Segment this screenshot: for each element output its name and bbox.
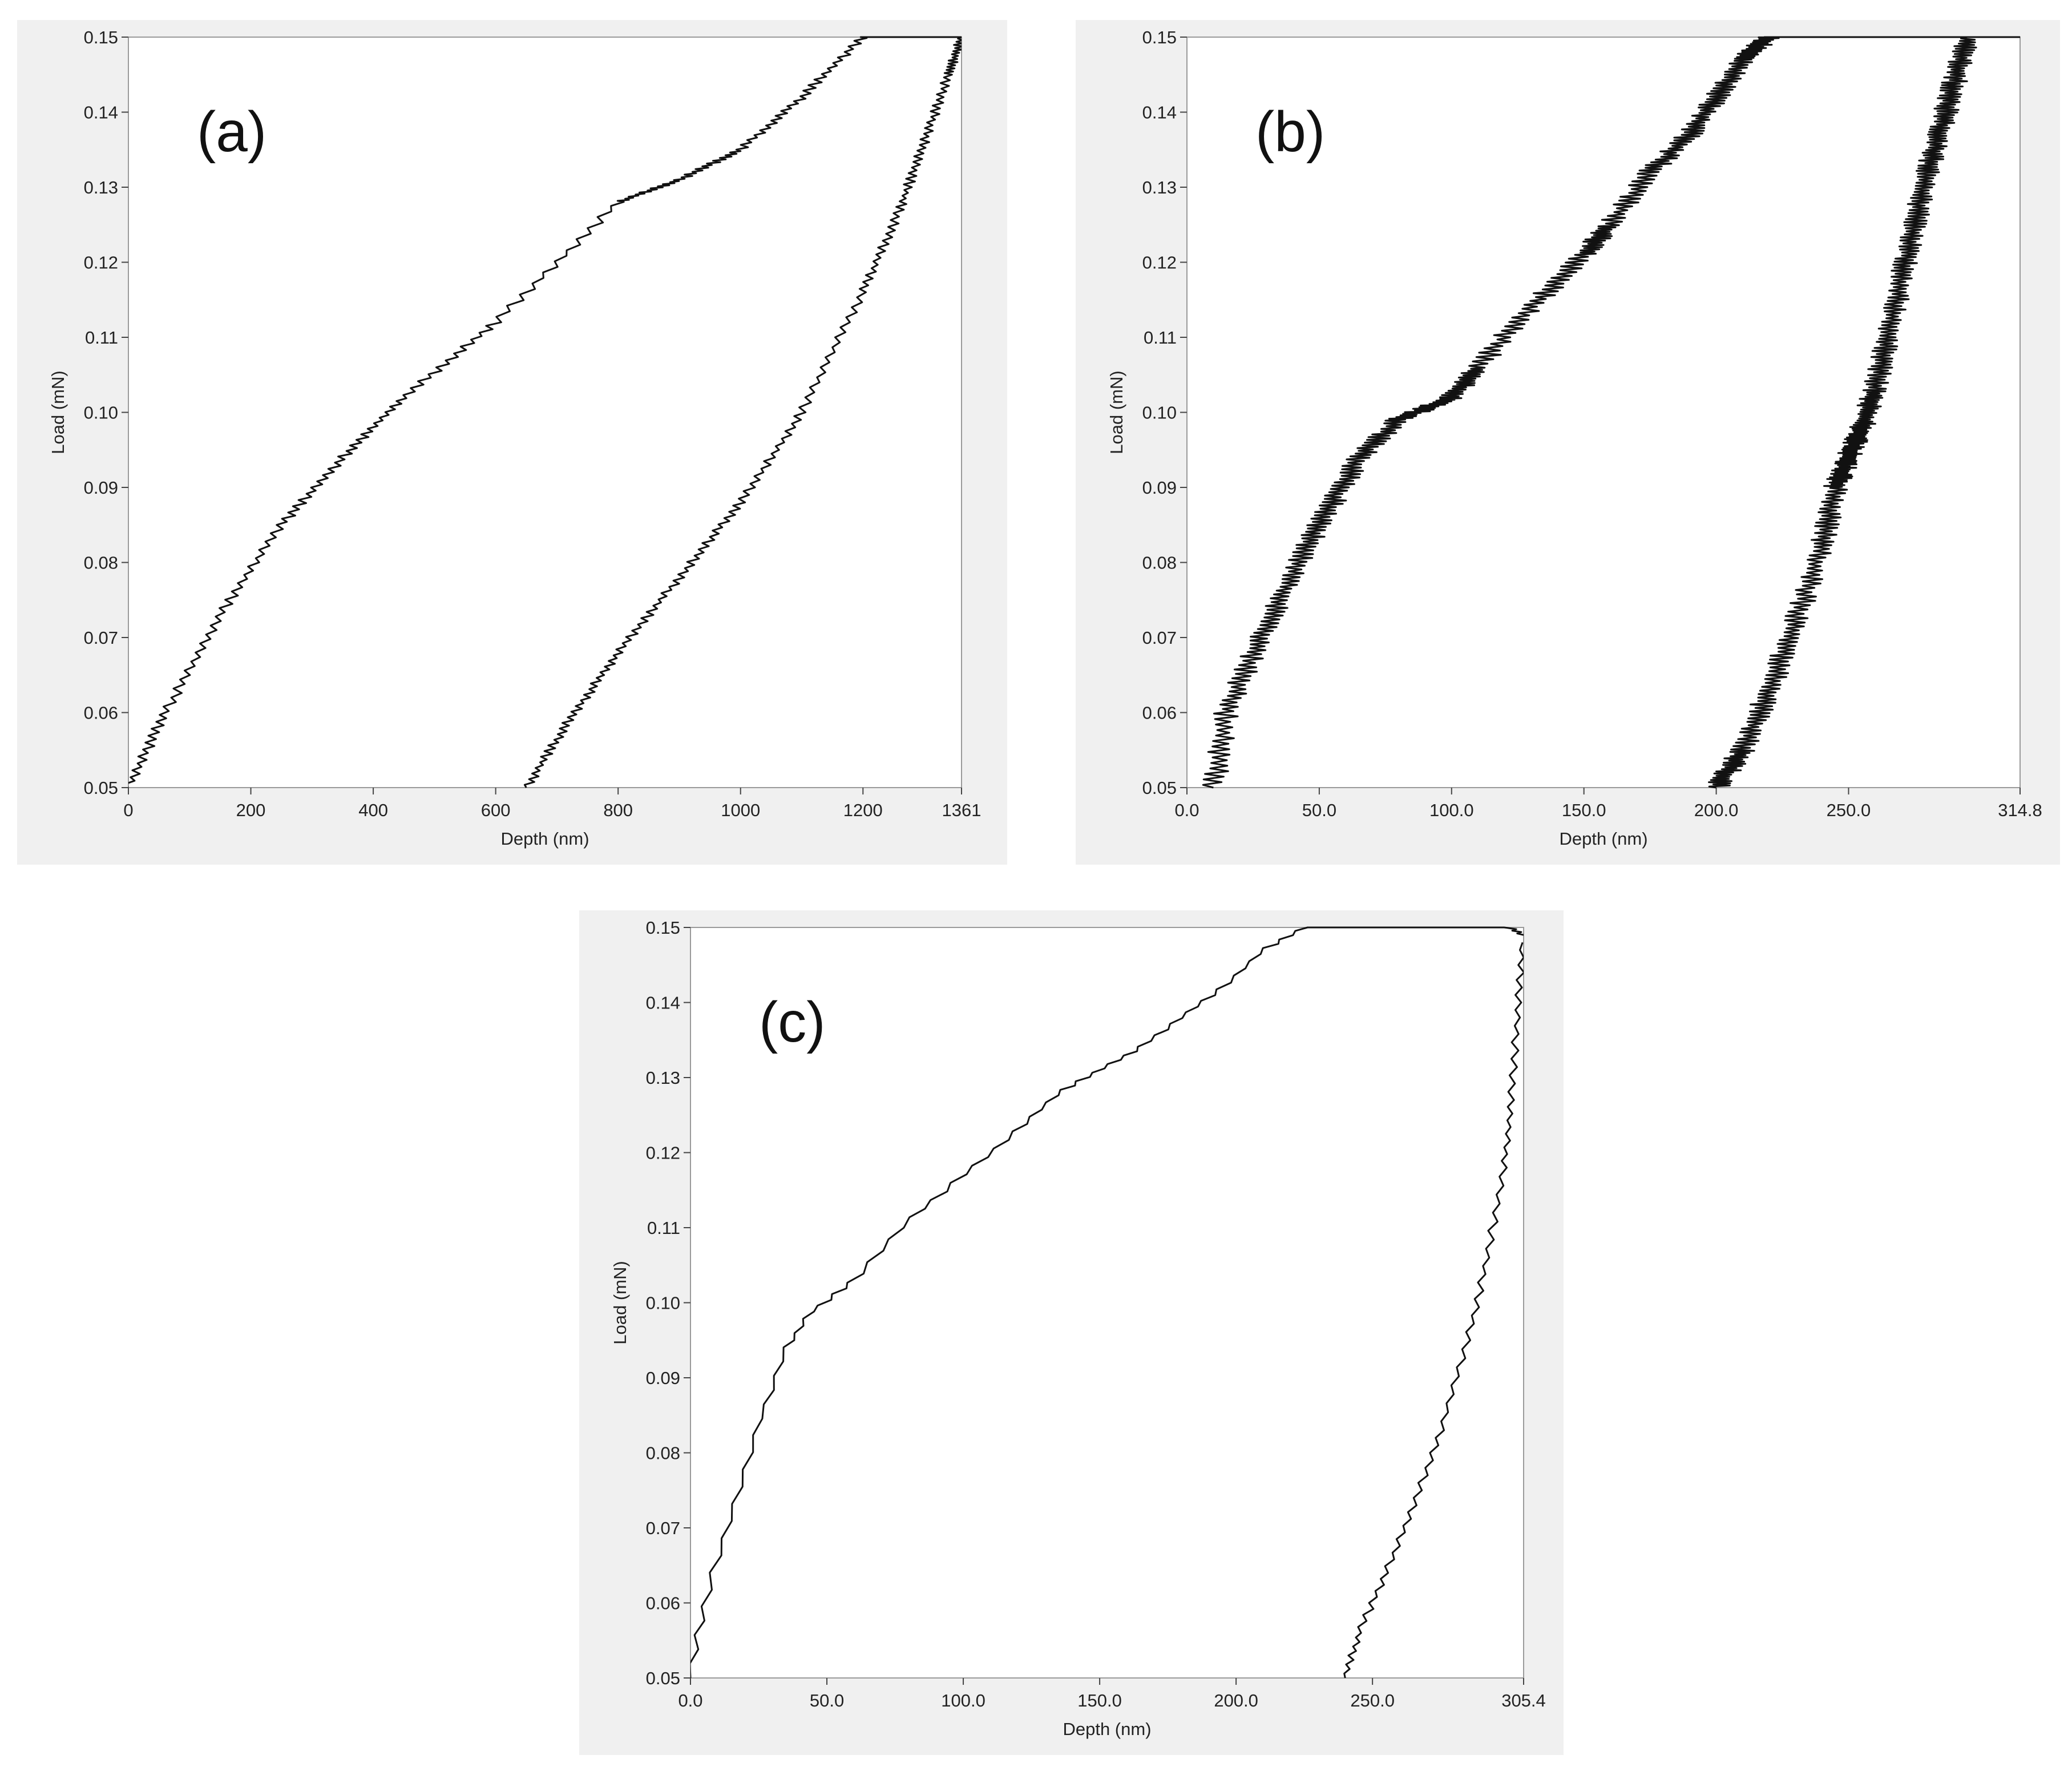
y-axis-title: Load (mN): [1106, 370, 1126, 454]
x-tick-label: 100.0: [1429, 800, 1474, 820]
y-tick-label: 0.07: [84, 628, 118, 648]
y-tick-label: 0.11: [85, 328, 118, 348]
panel-label: (b): [1255, 100, 1325, 164]
y-tick-label: 0.11: [1144, 328, 1177, 348]
x-tick-label: 250.0: [1827, 800, 1871, 820]
y-tick-label: 0.08: [1142, 553, 1177, 573]
y-tick-label: 0.07: [1142, 628, 1177, 648]
x-tick-label: 800: [603, 800, 633, 820]
y-tick-label: 0.09: [646, 1368, 680, 1388]
series-line-unloading: [1343, 942, 1524, 1679]
y-tick-label: 0.11: [647, 1218, 680, 1238]
x-tick-label: 250.0: [1350, 1691, 1395, 1711]
x-tick-label: 314.8: [1998, 800, 2042, 820]
x-tick-label: 305.4: [1501, 1691, 1546, 1711]
y-tick-label: 0.07: [646, 1518, 680, 1538]
x-tick-label: 400: [358, 800, 388, 820]
y-tick-label: 0.09: [84, 478, 118, 498]
y-tick-label: 0.06: [84, 703, 118, 723]
x-axis-title: Depth (nm): [500, 829, 589, 849]
x-tick-label: 600: [481, 800, 511, 820]
y-tick-label: 0.13: [646, 1068, 680, 1088]
x-axis-title: Depth (nm): [1559, 829, 1647, 849]
x-tick-label: 1361: [942, 800, 982, 820]
plot-area: [128, 37, 962, 788]
y-tick-label: 0.12: [84, 253, 118, 273]
panel-label: (a): [197, 100, 266, 164]
y-tick-label: 0.12: [1142, 253, 1177, 273]
x-axis-title: Depth (nm): [1063, 1719, 1151, 1739]
chart-panel-c: 0.05 0.06 0.07 0.08 0.09 0.10 0.11 0.12 0.13 0.14…: [579, 910, 1564, 1755]
y-tick-label: 0.08: [84, 553, 118, 573]
y-tick-label: 0.06: [646, 1594, 680, 1613]
y-tick-label: 0.13: [84, 177, 118, 197]
x-tick-label: 0.0: [1174, 800, 1199, 820]
series-line-loading: [1202, 36, 2020, 789]
y-tick-label: 0.06: [1142, 703, 1177, 723]
y-axis-title: Load (mN): [610, 1261, 630, 1344]
y-tick-label: 0.05: [84, 778, 118, 798]
chart-svg-b: 0.05 0.06 0.07 0.08 0.09 0.10 0.11 0.12 0.13 0.14…: [1106, 27, 2042, 849]
plot-area: [1186, 37, 2021, 788]
chart-panel-b: 0.05 0.06 0.07 0.08 0.09 0.10 0.11 0.12 0.13 0.14…: [1076, 20, 2060, 865]
series-line-loading: [690, 926, 1524, 1678]
chart-panel-a: 0.05 0.06 0.07 0.08 0.09 0.10 0.11 0.12 0.13 0.14…: [17, 20, 1007, 865]
x-tick-label: 0: [123, 800, 133, 820]
x-tick-label: 50.0: [810, 1691, 844, 1711]
x-tick-label: 1200: [843, 800, 883, 820]
y-tick-label: 0.15: [646, 918, 680, 938]
x-tick-label: 100.0: [941, 1691, 985, 1711]
y-tick-label: 0.14: [84, 103, 118, 123]
x-tick-label: 0.0: [678, 1691, 702, 1711]
y-tick-label: 0.10: [84, 403, 118, 423]
series-line-loading: [128, 36, 962, 788]
panel-label: (c): [759, 990, 826, 1054]
x-tick-label: 200: [236, 800, 266, 820]
x-tick-label: 150.0: [1562, 800, 1606, 820]
plot-area: [690, 927, 1524, 1679]
x-tick-label: 50.0: [1302, 800, 1336, 820]
x-tick-label: 1000: [721, 800, 760, 820]
y-tick-label: 0.10: [646, 1293, 680, 1313]
y-tick-label: 0.14: [1142, 103, 1177, 123]
y-tick-label: 0.14: [646, 993, 680, 1013]
x-tick-label: 150.0: [1077, 1691, 1122, 1711]
y-tick-label: 0.15: [1142, 27, 1177, 47]
y-tick-label: 0.13: [1142, 177, 1177, 197]
y-tick-label: 0.05: [646, 1668, 680, 1688]
x-tick-label: 200.0: [1694, 800, 1739, 820]
series-line-unloading: [523, 36, 962, 788]
y-tick-label: 0.05: [1142, 778, 1177, 798]
y-tick-label: 0.12: [646, 1143, 680, 1163]
y-axis-title: Load (mN): [48, 370, 68, 454]
y-tick-label: 0.09: [1142, 478, 1177, 498]
chart-svg-c: 0.05 0.06 0.07 0.08 0.09 0.10 0.11 0.12 0.13 0.14…: [610, 918, 1546, 1739]
x-tick-label: 200.0: [1214, 1691, 1258, 1711]
series-line-unloading: [1708, 36, 1977, 789]
y-tick-label: 0.10: [1142, 403, 1177, 423]
chart-svg-a: 0.05 0.06 0.07 0.08 0.09 0.10 0.11 0.12 0.13 0.14…: [48, 27, 982, 849]
y-tick-label: 0.15: [84, 27, 118, 47]
y-tick-label: 0.08: [646, 1443, 680, 1463]
